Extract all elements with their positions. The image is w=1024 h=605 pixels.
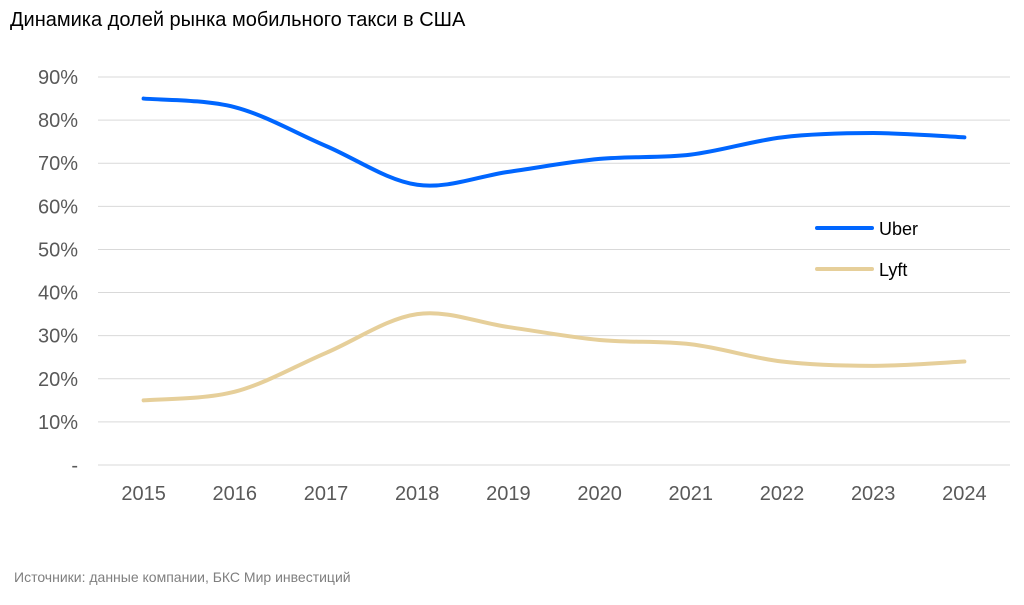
- series-line-lyft: [141, 311, 967, 403]
- x-tick-label: 2023: [851, 483, 896, 505]
- x-tick-label: 2021: [669, 483, 714, 505]
- y-tick-label: -: [71, 455, 78, 477]
- y-tick-label: 80%: [38, 110, 78, 132]
- x-tick-label: 2022: [760, 483, 805, 505]
- chart-title: Динамика долей рынка мобильного такси в …: [10, 9, 466, 31]
- source-note: Источники: данные компании, БКС Мир инве…: [14, 569, 351, 585]
- y-tick-label: 20%: [38, 369, 78, 391]
- legend-label-uber: Uber: [879, 219, 918, 239]
- y-tick-label: 90%: [38, 67, 78, 89]
- x-tick-label: 2024: [942, 483, 987, 505]
- x-tick-label: 2017: [304, 483, 349, 505]
- x-tick-label: 2015: [121, 483, 166, 505]
- y-tick-label: 70%: [38, 153, 78, 175]
- legend-label-lyft: Lyft: [879, 260, 907, 280]
- y-tick-label: 50%: [38, 239, 78, 261]
- y-tick-label: 30%: [38, 326, 78, 348]
- y-tick-label: 60%: [38, 196, 78, 218]
- y-tick-label: 40%: [38, 283, 78, 305]
- x-tick-label: 2020: [577, 483, 622, 505]
- y-tick-label: 10%: [38, 412, 78, 434]
- x-tick-label: 2018: [395, 483, 440, 505]
- x-tick-label: 2016: [213, 483, 258, 505]
- x-tick-label: 2019: [486, 483, 531, 505]
- series-line-uber: [141, 96, 967, 188]
